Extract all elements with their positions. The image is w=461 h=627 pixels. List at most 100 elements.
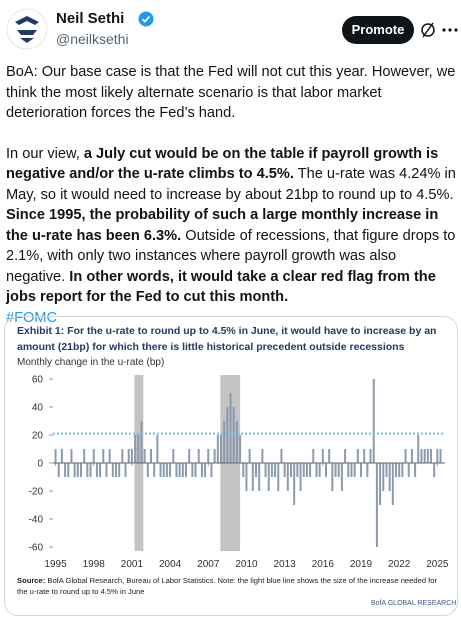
bar xyxy=(328,449,331,463)
bar xyxy=(83,449,86,463)
chart-card[interactable]: Exhibit 1: For the u-rate to round up to… xyxy=(4,316,458,616)
bar xyxy=(95,463,98,477)
bar xyxy=(57,463,60,477)
promote-button[interactable]: Promote xyxy=(342,16,414,44)
bar xyxy=(255,463,257,477)
bar xyxy=(356,449,359,463)
bar xyxy=(410,449,413,463)
chart-subtitle: Monthly change in the u-rate (bp) xyxy=(17,357,165,368)
bar xyxy=(439,449,442,463)
bar xyxy=(293,463,296,505)
bar xyxy=(54,449,57,463)
bar xyxy=(407,463,410,477)
x-tick-label: 2007 xyxy=(197,559,220,570)
bar xyxy=(197,449,200,463)
bar xyxy=(420,449,423,463)
chart-source: Source: BofA Global Research, Bureau of … xyxy=(17,575,447,597)
bar xyxy=(210,463,213,477)
bar xyxy=(220,435,222,463)
bar xyxy=(331,463,334,491)
bar xyxy=(344,449,347,463)
chart-logo: BofA GLOBAL RESEARCH xyxy=(371,600,457,607)
post-icons[interactable] xyxy=(420,20,458,40)
bar xyxy=(73,463,76,477)
display-name[interactable]: Neil Sethi xyxy=(56,10,125,27)
bar xyxy=(159,463,162,477)
bar xyxy=(178,463,181,477)
text: The u-rate was 4.24% in May, so it would… xyxy=(6,166,456,203)
source-label: Source: xyxy=(17,576,46,585)
bar xyxy=(296,463,299,477)
bar xyxy=(264,463,267,477)
bar xyxy=(105,463,108,477)
x-tick-label: 1998 xyxy=(83,559,106,570)
bar xyxy=(194,463,197,477)
y-tick-label: 20 xyxy=(32,431,44,442)
chart: -60 -40 -20 0 20 40 60 1995 1998 2001 2004 2007 2010… xyxy=(29,375,449,571)
bar xyxy=(99,463,102,477)
bar xyxy=(86,463,89,477)
text: Outside of recessions, that figure drops… xyxy=(6,227,456,285)
bar xyxy=(401,463,404,477)
x-tick-label: 2022 xyxy=(388,559,411,570)
bar xyxy=(111,463,114,477)
bar xyxy=(115,463,117,477)
bar xyxy=(299,463,302,491)
bar xyxy=(185,463,187,477)
avatar[interactable] xyxy=(6,8,48,50)
bar xyxy=(130,449,133,463)
x-tick-label: 2004 xyxy=(159,559,182,570)
bar xyxy=(67,463,70,477)
bar xyxy=(64,463,67,477)
bar xyxy=(277,463,280,491)
bar xyxy=(146,463,149,477)
bar xyxy=(181,463,184,477)
bar xyxy=(270,463,273,477)
bar xyxy=(340,463,343,491)
bar xyxy=(232,407,235,463)
bar xyxy=(286,463,289,491)
x-tick-label: 2010 xyxy=(235,559,258,570)
bar xyxy=(363,449,366,463)
bar xyxy=(80,463,82,477)
bar xyxy=(305,463,308,477)
bar xyxy=(283,463,286,477)
chart-title: Exhibit 1: For the u-rate to round up to… xyxy=(17,325,437,353)
bar xyxy=(372,379,375,463)
bar xyxy=(153,463,156,477)
bar xyxy=(245,463,248,491)
bar xyxy=(350,463,353,477)
bar xyxy=(226,407,229,463)
bar xyxy=(382,463,385,491)
bar xyxy=(89,463,92,477)
bar xyxy=(404,449,407,463)
bar xyxy=(213,449,216,463)
bar xyxy=(433,463,436,477)
bar xyxy=(436,449,439,463)
bar xyxy=(375,463,378,547)
bar xyxy=(430,449,432,463)
bar xyxy=(251,463,254,491)
bar xyxy=(274,463,277,477)
bar xyxy=(417,435,420,463)
bar xyxy=(137,435,140,463)
handle[interactable]: @neilksethi xyxy=(56,31,129,47)
bar xyxy=(261,449,264,463)
bar xyxy=(165,463,168,477)
bar xyxy=(188,449,191,463)
bar xyxy=(391,463,394,505)
hashtag[interactable]: #FOMC xyxy=(6,309,58,326)
bar xyxy=(223,421,226,463)
bar xyxy=(175,463,178,477)
x-tick-label: 2019 xyxy=(350,559,373,570)
bar xyxy=(398,463,401,477)
bar xyxy=(309,463,312,477)
bar xyxy=(102,449,105,463)
bar xyxy=(388,463,391,491)
bar xyxy=(124,463,127,477)
x-tick-label: 2025 xyxy=(426,559,449,570)
bar xyxy=(127,449,130,463)
bold-text: In other words, it would take a clear re… xyxy=(6,268,436,306)
bar xyxy=(258,463,261,491)
bar xyxy=(70,449,73,463)
